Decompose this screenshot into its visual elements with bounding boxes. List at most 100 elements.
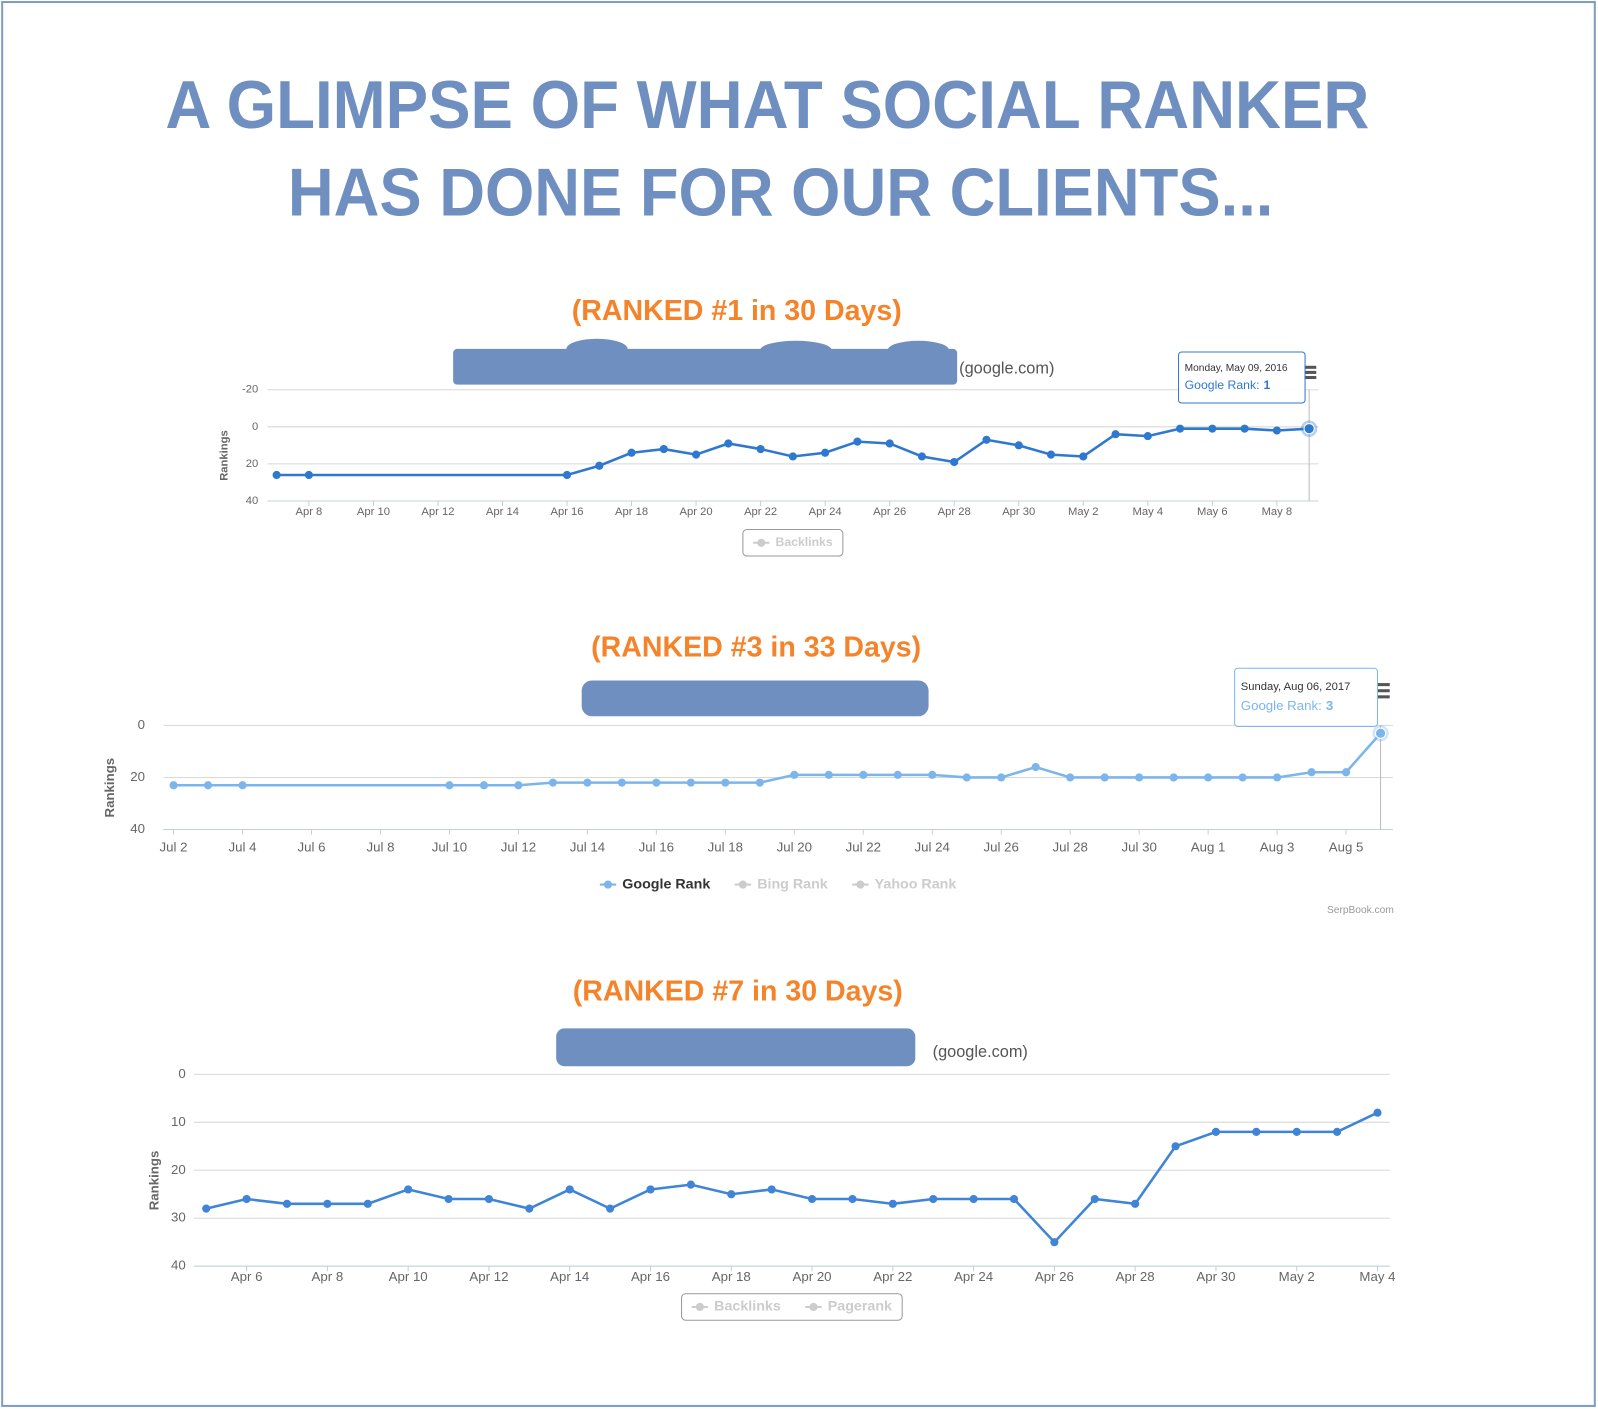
data-point xyxy=(1175,424,1185,433)
x-tick-label: Jul 8 xyxy=(366,839,394,854)
redaction-block xyxy=(556,1028,916,1067)
x-tick-label: Jul 14 xyxy=(570,839,605,854)
legend-box xyxy=(742,529,844,557)
data-point xyxy=(282,1199,292,1208)
tooltip-label: Google Rank: xyxy=(1185,378,1260,392)
legend-symbol xyxy=(856,880,865,889)
redaction-block xyxy=(760,340,832,360)
legend-item[interactable]: Yahoo Rank xyxy=(852,876,956,892)
tooltip-value: 1 xyxy=(1264,378,1271,392)
data-point xyxy=(982,435,991,444)
x-tick-label: May 2 xyxy=(1068,506,1099,518)
redaction-block xyxy=(566,338,628,360)
data-point xyxy=(1014,441,1023,450)
tooltip-box xyxy=(1178,351,1306,404)
legend-item[interactable]: Pagerank xyxy=(805,1299,892,1315)
data-point xyxy=(304,470,313,480)
data-point xyxy=(848,1194,857,1204)
data-point xyxy=(788,452,797,461)
redaction-block xyxy=(887,340,949,360)
data-point xyxy=(691,450,701,459)
data-point xyxy=(853,437,862,446)
x-tick-label: Jul 28 xyxy=(1053,839,1088,854)
y-tick-label: 0 xyxy=(138,717,145,732)
legend-box xyxy=(681,1293,903,1321)
data-point xyxy=(755,778,764,787)
menu-icon[interactable] xyxy=(1304,365,1390,699)
data-point xyxy=(893,770,902,779)
data-point xyxy=(323,1199,332,1208)
x-tick-label: Apr 22 xyxy=(873,1269,912,1284)
hover-point xyxy=(1374,727,1387,739)
legend-label: Backlinks xyxy=(714,1299,781,1315)
x-tick-label: Apr 16 xyxy=(631,1269,670,1284)
x-tick-label: Jul 10 xyxy=(432,839,467,854)
headline: A GLIMPSE OF WHAT SOCIAL RANKER xyxy=(165,68,1369,143)
x-tick-label: Apr 10 xyxy=(389,1269,428,1284)
x-tick-label: May 8 xyxy=(1262,506,1293,518)
data-point xyxy=(1009,1194,1019,1204)
redaction xyxy=(453,338,958,1067)
data-point xyxy=(659,444,668,454)
data-point xyxy=(1272,426,1281,435)
legend-symbol xyxy=(809,1302,818,1312)
data-point xyxy=(1031,762,1040,772)
data-point xyxy=(1169,773,1178,782)
tooltip-label: Google Rank: xyxy=(1241,698,1322,713)
data-point xyxy=(272,470,281,480)
legend-item[interactable]: Bing Rank xyxy=(734,876,828,892)
data-point xyxy=(1111,430,1120,439)
data-point xyxy=(484,1194,494,1204)
data-point xyxy=(1066,773,1075,782)
legend-symbol xyxy=(695,1302,704,1312)
tooltip-date: Sunday, Aug 06, 2017 xyxy=(1241,681,1351,693)
legend-item[interactable]: Backlinks xyxy=(691,1299,781,1315)
y-tick-label: 20 xyxy=(246,458,258,470)
legend: Google Rank Bing Rank Yahoo Rank xyxy=(599,876,956,892)
data-point xyxy=(202,1204,211,1213)
x-tick-label: Apr 18 xyxy=(615,506,648,518)
data-point xyxy=(238,781,247,790)
x-tick-label: Apr 22 xyxy=(744,506,777,518)
legend-item[interactable]: Backlinks xyxy=(753,535,833,549)
x-tick-label: Apr 26 xyxy=(1035,1269,1074,1284)
x-tick-label: Aug 3 xyxy=(1260,839,1295,854)
tooltip-date: Monday, May 09, 2016 xyxy=(1185,363,1288,374)
data-point xyxy=(1079,452,1088,461)
x-tick-label: Jul 12 xyxy=(501,839,536,854)
site-note: (google.com) xyxy=(959,360,1054,378)
legend-item[interactable]: Google Rank xyxy=(599,876,710,892)
series-line xyxy=(276,427,1310,477)
data-point xyxy=(686,778,695,787)
data-point xyxy=(1050,1238,1059,1247)
data-point xyxy=(1333,1127,1342,1136)
y-tick-label: 30 xyxy=(171,1210,186,1225)
data-point xyxy=(445,781,454,790)
x-tick-label: Jul 26 xyxy=(984,839,1019,854)
data-point xyxy=(242,1194,251,1204)
x-tick-label: Apr 24 xyxy=(809,506,842,518)
redaction-block xyxy=(453,348,958,385)
legend-label: Bing Rank xyxy=(757,876,828,892)
x-tick-label: Jul 30 xyxy=(1121,839,1156,854)
legend-label: Pagerank xyxy=(828,1299,892,1315)
x-tick-label: May 4 xyxy=(1359,1269,1395,1284)
data-point xyxy=(888,1199,897,1208)
data-point xyxy=(1341,768,1351,777)
data-point xyxy=(859,770,868,779)
data-point xyxy=(950,457,959,467)
data-point xyxy=(1171,1142,1180,1151)
data-point xyxy=(997,773,1006,782)
site-note: (google.com) xyxy=(933,1043,1028,1061)
data-point xyxy=(790,770,799,779)
data-point xyxy=(514,781,523,790)
data-point xyxy=(404,1185,413,1194)
legend: Backlinks Pagerank xyxy=(691,1299,892,1315)
x-tick-label: May 6 xyxy=(1197,506,1228,518)
data-point xyxy=(562,470,572,480)
data-point xyxy=(1252,1127,1261,1136)
x-tick-label: Jul 16 xyxy=(639,839,674,854)
headline: HAS DONE FOR OUR CLIENTS... xyxy=(288,156,1274,231)
data-point xyxy=(1143,432,1152,441)
